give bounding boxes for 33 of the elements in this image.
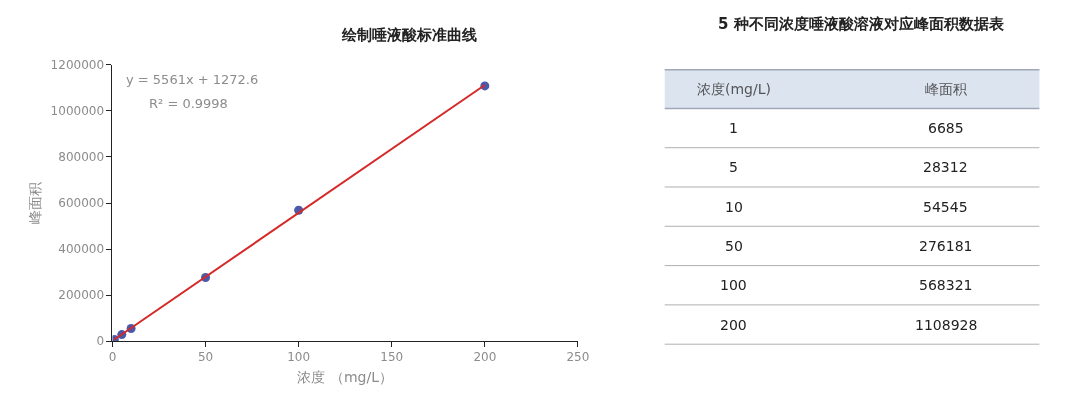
- text: 50: [725, 238, 743, 254]
- text: 1: [729, 120, 738, 136]
- text: 1108928: [915, 317, 978, 333]
- y-tick-label: 800000: [58, 150, 105, 165]
- y-tick-label: 1000000: [50, 104, 105, 119]
- y-axis-title: 峰面积: [27, 182, 44, 225]
- y-tick-label: 200000: [58, 288, 105, 303]
- text: 峰面积: [925, 81, 967, 97]
- y-tick-label: 400000: [58, 242, 105, 257]
- x-tick-label: 200: [473, 350, 497, 365]
- text: 54545: [923, 199, 968, 215]
- x-tick-label: 250: [566, 350, 590, 365]
- text: 6685: [928, 120, 964, 136]
- x-tick-label: 50: [197, 350, 214, 365]
- text: 5 种不同浓度唾液酸溶液对应峰面积数据表: [718, 15, 1005, 33]
- text: 5: [729, 159, 738, 175]
- x-tick-label: 150: [380, 350, 404, 365]
- text: 100: [720, 277, 747, 293]
- chart-title: 绘制唾液酸标准曲线: [341, 26, 477, 44]
- text: 276181: [919, 238, 973, 254]
- text: 10: [725, 199, 743, 215]
- x-tick-label: 0: [108, 350, 117, 365]
- text: 浓度(mg/L): [697, 81, 771, 97]
- text: 568321: [919, 277, 973, 293]
- annotation: y = 5561x + 1272.6: [126, 72, 259, 87]
- text: 200: [720, 317, 747, 333]
- text: 28312: [923, 159, 968, 175]
- x-axis-title: 浓度 （mg/L）: [297, 368, 393, 385]
- y-tick-label: 1200000: [50, 58, 105, 73]
- annotation: R² = 0.9998: [149, 96, 228, 111]
- y-tick-label: 0: [96, 334, 105, 349]
- x-tick-label: 100: [287, 350, 311, 365]
- y-tick-label: 600000: [58, 196, 105, 211]
